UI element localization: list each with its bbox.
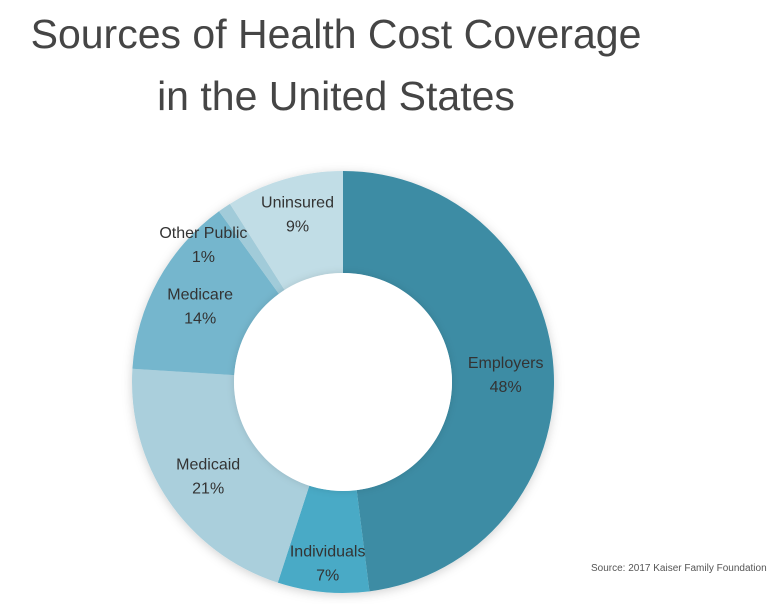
chart-title-line-1: Sources of Health Cost Coverage [30,11,642,57]
slice-label-individuals: Individuals 7% [290,543,366,584]
slice-employers [343,171,555,592]
slice-category-individuals: Individuals [290,543,366,560]
source-note: Source: 2017 Kaiser Family Foundation [591,563,767,574]
donut-hole [234,273,452,491]
slice-value-medicare: 14% [184,310,216,327]
slice-label-employers: Employers 48% [468,355,544,396]
slice-other-public [218,203,285,294]
slice-label-uninsured: Uninsured 9% [261,194,334,235]
slice-value-individuals: 7% [316,567,339,584]
donut-slices [131,171,555,593]
slice-label-medicare: Medicare 14% [167,286,233,327]
slice-category-employers: Employers [468,355,544,372]
chart-title-line-2: in the United States [157,73,515,119]
slice-category-medicaid: Medicaid [176,457,240,474]
slice-value-uninsured: 9% [286,218,309,235]
slice-category-medicare: Medicare [167,286,233,303]
slice-value-medicaid: 21% [192,481,224,498]
slice-medicaid [131,368,310,583]
slice-label-medicaid: Medicaid 21% [176,457,240,498]
slice-value-other-public: 1% [192,249,215,266]
slice-value-employers: 48% [490,379,522,396]
slice-category-other-public: Other Public [159,225,247,242]
slice-uninsured [229,171,343,290]
slice-label-other-public: Other Public 1% [159,225,247,266]
slice-medicare [132,211,279,376]
slice-labels: Employers 48%Individuals 7%Medicaid 21%Medi… [159,194,543,584]
slice-category-uninsured: Uninsured [261,194,334,211]
slice-individuals [277,485,370,593]
